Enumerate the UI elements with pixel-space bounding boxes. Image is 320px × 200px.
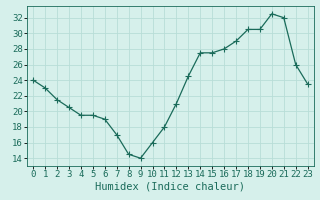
- X-axis label: Humidex (Indice chaleur): Humidex (Indice chaleur): [95, 182, 245, 192]
